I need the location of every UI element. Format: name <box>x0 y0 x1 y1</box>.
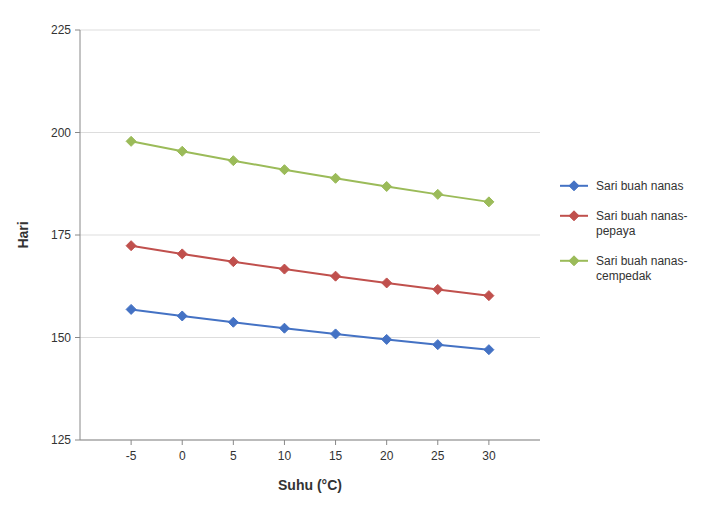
series <box>126 136 494 207</box>
y-tick-label: 150 <box>51 331 71 345</box>
point <box>484 197 494 207</box>
x-tick <box>233 440 234 445</box>
point <box>382 278 392 288</box>
y-tick <box>75 235 80 236</box>
legend-item: Sari buah nanas-pepaya <box>560 209 687 238</box>
chart-container: 125 150 175 200 225 -5 0 5 10 15 20 25 30 Suhu (°C) Ha… <box>0 0 723 516</box>
point <box>177 249 187 259</box>
grid-line <box>80 132 540 133</box>
legend-label-line: pepaya <box>596 224 636 238</box>
point <box>382 181 392 191</box>
x-axis <box>80 440 540 441</box>
legend-label-line: Sari buah nanas <box>596 179 683 193</box>
x-axis-label: Suhu (°C) <box>278 477 342 493</box>
point <box>484 291 494 301</box>
legend-marker <box>569 181 579 191</box>
point <box>433 189 443 199</box>
point <box>126 304 136 314</box>
x-tick-label: 15 <box>329 449 343 463</box>
point <box>331 329 341 339</box>
grid-line <box>80 440 540 441</box>
x-tick <box>284 440 285 445</box>
x-tick-label: 30 <box>482 449 496 463</box>
legend: Sari buah nanasSari buah nanas-pepayaSar… <box>560 179 687 283</box>
y-tick-label: 175 <box>51 228 71 242</box>
y-tick <box>75 440 80 441</box>
series <box>126 241 494 301</box>
point <box>228 257 238 267</box>
series-line <box>131 246 489 296</box>
point <box>279 264 289 274</box>
y-tick-label: 200 <box>51 126 71 140</box>
y-tick-label: 225 <box>51 23 71 37</box>
y-tick <box>75 30 80 31</box>
x-tick <box>488 440 489 445</box>
series-line <box>131 141 489 202</box>
point <box>433 340 443 350</box>
point <box>279 165 289 175</box>
grid <box>80 30 540 440</box>
point <box>433 284 443 294</box>
y-axis <box>80 30 81 440</box>
legend-item: Sari buah nanas <box>560 179 683 193</box>
x-tick <box>335 440 336 445</box>
legend-label: Sari buah nanas-cempedak <box>596 254 687 283</box>
y-tick <box>75 337 80 338</box>
point <box>177 146 187 156</box>
grid-line <box>80 235 540 236</box>
point <box>177 311 187 321</box>
legend-label-line: Sari buah nanas- <box>596 209 687 223</box>
x-tick-label: 20 <box>380 449 394 463</box>
x-tick <box>437 440 438 445</box>
series <box>126 304 494 354</box>
chart: 125 150 175 200 225 -5 0 5 10 15 20 25 30 Suhu (°C) Ha… <box>0 0 723 516</box>
x-tick <box>182 440 183 445</box>
x-tick-label: -5 <box>126 449 137 463</box>
legend-marker <box>569 256 579 266</box>
legend-label: Sari buah nanas <box>596 179 683 193</box>
point <box>126 241 136 251</box>
point <box>279 323 289 333</box>
point <box>228 317 238 327</box>
x-tick-label: 10 <box>278 449 292 463</box>
plot-data <box>126 136 494 354</box>
point <box>331 173 341 183</box>
legend-label-line: cempedak <box>596 269 652 283</box>
legend-marker <box>569 211 579 221</box>
series-line <box>131 309 489 349</box>
y-tick <box>75 132 80 133</box>
point <box>228 156 238 166</box>
x-tick-label: 0 <box>179 449 186 463</box>
legend-label-line: Sari buah nanas- <box>596 254 687 268</box>
grid-line <box>80 30 540 31</box>
legend-label: Sari buah nanas-pepaya <box>596 209 687 238</box>
x-tick-label: 25 <box>431 449 445 463</box>
legend-item: Sari buah nanas-cempedak <box>560 254 687 283</box>
point <box>382 334 392 344</box>
point <box>484 345 494 355</box>
y-axis-label: Hari <box>15 221 31 248</box>
x-tick <box>131 440 132 445</box>
x-tick-label: 5 <box>230 449 237 463</box>
grid-line <box>80 337 540 338</box>
point <box>126 136 136 146</box>
y-tick-label: 125 <box>51 433 71 447</box>
point <box>331 271 341 281</box>
x-tick <box>386 440 387 445</box>
